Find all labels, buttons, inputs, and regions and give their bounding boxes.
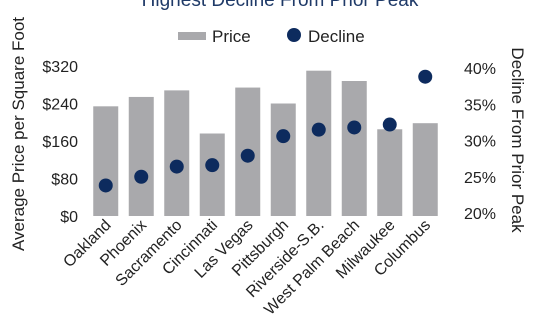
y-tick-label: $320 [42, 59, 78, 76]
legend-price-label: Price [212, 27, 251, 46]
legend-price-swatch [178, 32, 206, 40]
decline-point [134, 169, 149, 184]
price-bar [270, 103, 296, 216]
y2-tick-label: 20% [464, 206, 496, 223]
y2-axis-title: Decline From Prior Peak [508, 47, 527, 233]
decline-point [382, 117, 397, 132]
y2-tick-label: 40% [464, 61, 496, 78]
chart-title: Highest Decline From Prior Peak [142, 0, 419, 11]
decline-point [311, 122, 326, 137]
price-bar [128, 96, 154, 216]
decline-point [205, 158, 220, 173]
y-tick-label: $0 [60, 209, 78, 226]
price-bar [341, 81, 367, 216]
y-axis-ticks: $0 $80 $160 $240 $320 [42, 59, 78, 226]
y-axis-title: Average Price per Square Foot [9, 17, 28, 251]
price-bar [93, 106, 119, 216]
price-bar [412, 123, 438, 216]
legend-decline-label: Decline [308, 27, 365, 46]
decline-points [98, 69, 433, 193]
decline-point [169, 159, 184, 174]
price-bar [306, 70, 332, 216]
decline-point [240, 148, 255, 163]
legend-decline-marker [287, 28, 301, 42]
price-bar [377, 129, 403, 216]
y2-tick-label: 35% [464, 97, 496, 114]
y-tick-label: $240 [42, 97, 78, 114]
price-bars [93, 70, 438, 216]
decline-point [98, 178, 113, 193]
decline-point [276, 129, 291, 144]
y2-axis-ticks: 20% 25% 30% 35% 40% [464, 61, 496, 223]
legend: Price Decline [178, 27, 365, 46]
price-bar [199, 133, 225, 216]
y2-tick-label: 30% [464, 134, 496, 151]
price-bar [164, 90, 190, 216]
y-tick-label: $80 [51, 172, 78, 189]
y-tick-label: $160 [42, 134, 78, 151]
decline-point [418, 69, 433, 84]
decline-point [347, 120, 362, 135]
y2-tick-label: 25% [464, 170, 496, 187]
